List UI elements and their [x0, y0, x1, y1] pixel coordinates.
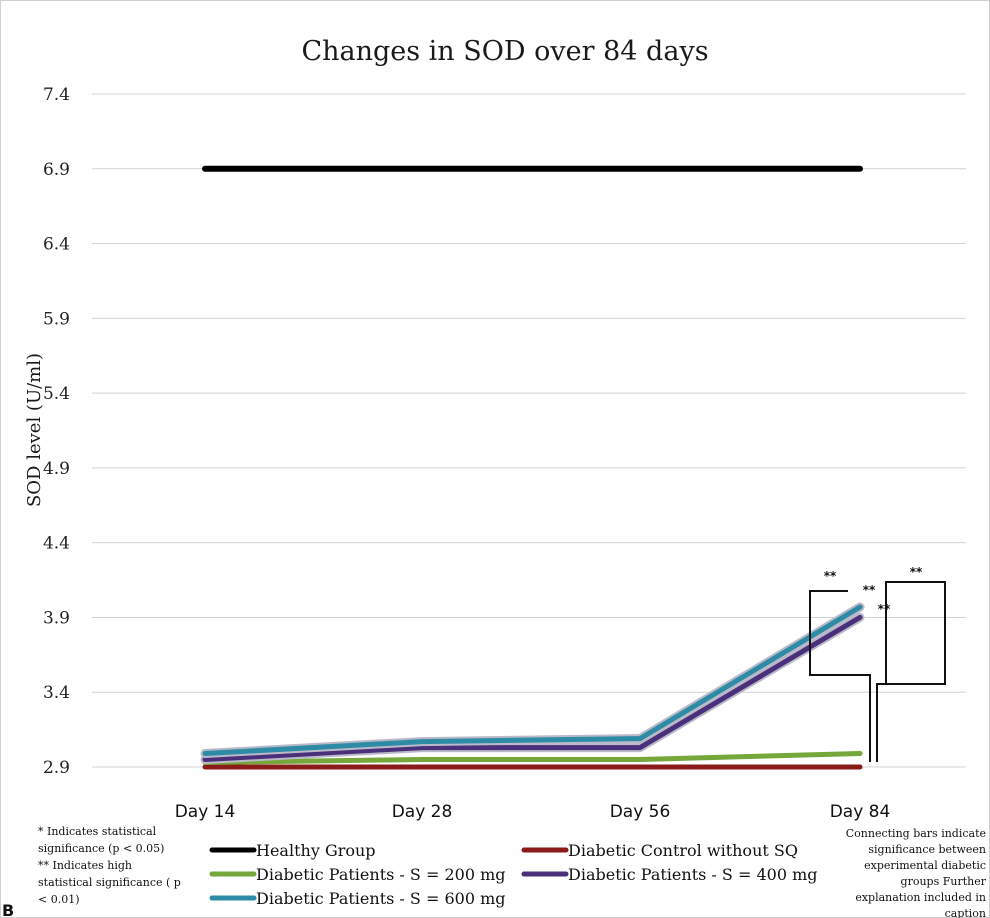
significance-connector	[878, 581, 946, 685]
y-tick-label: 4.9	[43, 459, 70, 479]
significance-mark: **	[878, 602, 891, 616]
panel-label: B	[2, 901, 14, 918]
y-tick-label: 4.4	[43, 534, 70, 554]
significance-mark: **	[910, 565, 923, 579]
x-tick-label: Day 28	[392, 802, 453, 822]
y-tick-label: 3.9	[43, 608, 70, 628]
series-line	[202, 604, 863, 756]
legend-label: Diabetic Patients - S = 200 mg	[256, 865, 506, 884]
legend-label: Diabetic Patients - S = 600 mg	[256, 889, 506, 908]
gridlines	[92, 93, 966, 768]
y-tick-label: 2.9	[43, 758, 70, 778]
caption-note-line: Connecting bars indicate	[846, 827, 986, 840]
y-axis-label: SOD level (U/ml)	[24, 353, 45, 507]
footnote-line: < 0.01)	[38, 893, 80, 906]
y-tick-label: 6.9	[43, 160, 70, 180]
chart-title: Changes in SOD over 84 days	[301, 36, 708, 67]
y-tick-label: 7.4	[43, 85, 70, 105]
legend-label: Diabetic Patients - S = 400 mg	[568, 865, 818, 884]
legend-label: Healthy Group	[256, 841, 376, 860]
x-tick-label: Day 14	[175, 802, 236, 822]
significance-bars: ********	[809, 565, 946, 762]
footnote-line: * Indicates statistical	[38, 825, 157, 838]
significance-connector	[809, 590, 871, 762]
y-tick-labels: 7.4 6.9 6.4 5.9 5.4 4.9 4.4 3.9 3.4 2.9	[43, 85, 70, 778]
caption-note-line: significance between	[868, 843, 986, 856]
x-tick-label: Day 84	[830, 802, 891, 822]
footnote-line: significance (p < 0.05)	[38, 842, 164, 855]
caption-note-line: caption	[945, 907, 986, 918]
significance-connector	[876, 591, 887, 762]
significance-mark: **	[824, 569, 837, 583]
legend: Healthy Group Diabetic Control without SQ…	[209, 841, 818, 908]
legend-label: Diabetic Control without SQ	[568, 841, 798, 860]
footnote-line: ** Indicates high	[38, 859, 132, 872]
y-tick-label: 5.9	[43, 309, 70, 329]
y-tick-label: 6.4	[43, 235, 70, 255]
caption-note-line: explanation included in	[855, 891, 986, 904]
y-tick-label: 5.4	[43, 384, 70, 404]
series-line	[202, 751, 863, 765]
x-tick-label: Day 56	[610, 802, 671, 822]
series-line	[202, 614, 863, 762]
series-lines	[200, 165, 865, 770]
footnotes: * Indicates statistical significance (p <…	[2, 825, 987, 918]
caption-note-line: groups Further	[901, 875, 987, 888]
footnote-line: statistical significance ( p	[38, 876, 181, 889]
y-tick-label: 3.4	[43, 683, 70, 703]
caption-note-line: experimental diabetic	[864, 859, 986, 872]
significance-mark: **	[863, 583, 876, 597]
x-tick-labels: Day 14 Day 28 Day 56 Day 84	[175, 802, 891, 822]
